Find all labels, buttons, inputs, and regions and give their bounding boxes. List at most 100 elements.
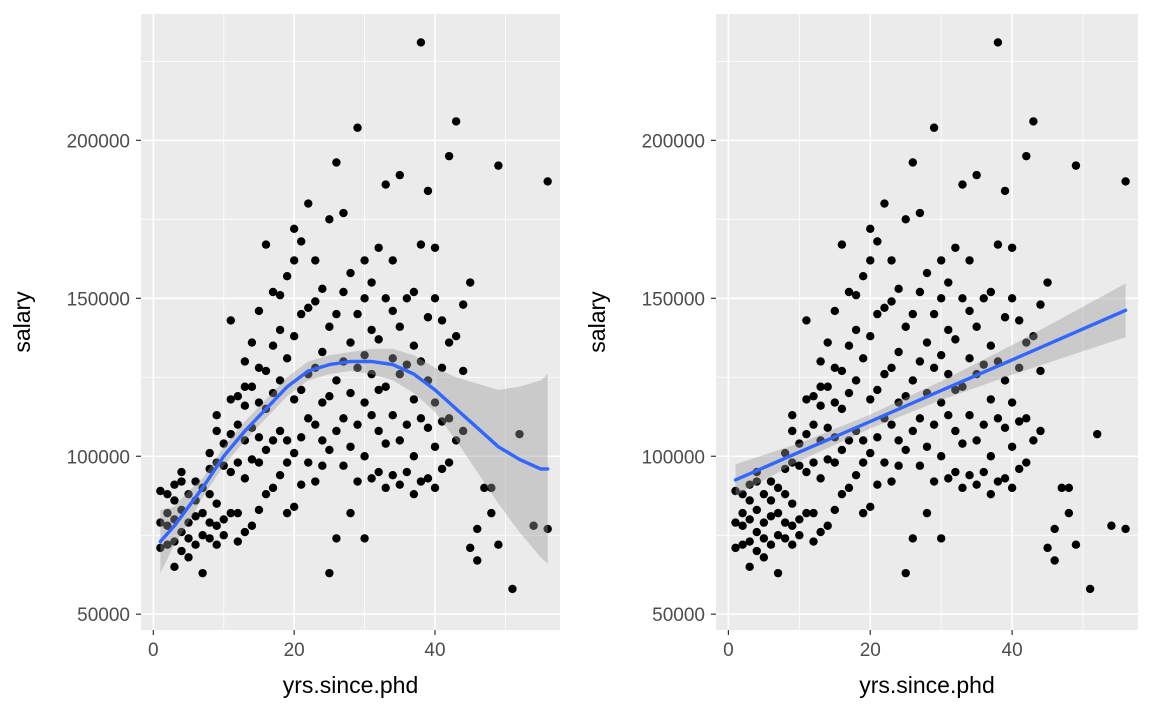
plot-background xyxy=(716,14,1138,630)
data-point xyxy=(816,527,825,537)
data-point xyxy=(1000,313,1010,322)
data-point xyxy=(802,429,811,439)
data-point xyxy=(381,180,390,189)
data-point xyxy=(416,477,426,486)
data-point xyxy=(1000,474,1010,483)
data-point xyxy=(894,284,903,294)
data-point xyxy=(1121,524,1130,534)
data-point xyxy=(444,458,454,467)
data-point xyxy=(802,395,811,404)
data-point xyxy=(275,376,285,385)
data-point xyxy=(311,297,320,306)
data-point xyxy=(332,534,341,543)
data-point xyxy=(388,256,397,265)
y-axis-title: salary xyxy=(9,291,35,353)
data-point xyxy=(887,420,896,429)
data-point xyxy=(325,445,334,455)
data-point xyxy=(986,452,996,461)
data-point xyxy=(993,38,1003,47)
data-point xyxy=(844,483,854,493)
data-point xyxy=(367,474,376,483)
data-point xyxy=(901,322,910,331)
data-point xyxy=(233,458,243,467)
data-point xyxy=(416,240,426,249)
data-point xyxy=(226,316,235,325)
data-point xyxy=(177,527,186,537)
confidence-band xyxy=(735,283,1126,496)
data-point xyxy=(944,474,953,483)
data-point xyxy=(374,467,383,477)
data-point xyxy=(1043,543,1052,553)
data-point xyxy=(788,410,797,420)
data-point xyxy=(1036,426,1045,436)
data-point xyxy=(738,540,747,549)
data-point xyxy=(268,341,278,350)
data-point xyxy=(766,496,776,505)
data-point xyxy=(177,477,186,486)
data-point xyxy=(515,429,524,439)
data-point xyxy=(986,287,996,297)
data-point xyxy=(795,531,804,540)
data-point xyxy=(858,354,868,363)
data-point xyxy=(965,354,974,363)
data-point xyxy=(494,540,503,549)
data-point xyxy=(444,338,454,347)
data-point xyxy=(170,480,179,489)
data-point xyxy=(444,151,454,161)
y-tick-label: 100000 xyxy=(642,447,705,468)
data-point xyxy=(388,306,397,316)
data-point xyxy=(304,458,313,467)
data-point xyxy=(416,414,426,423)
data-point xyxy=(409,341,419,350)
data-point xyxy=(915,461,925,470)
data-point xyxy=(944,325,953,335)
data-point xyxy=(731,486,740,496)
data-point xyxy=(480,483,489,493)
data-point xyxy=(487,508,496,518)
data-point xyxy=(163,521,172,530)
data-point xyxy=(802,316,811,325)
data-point xyxy=(395,170,404,180)
data-point xyxy=(866,332,875,341)
data-point xyxy=(816,357,825,366)
data-point xyxy=(367,278,376,287)
data-point xyxy=(444,414,454,423)
data-point xyxy=(752,505,761,515)
data-point xyxy=(759,534,769,543)
data-point xyxy=(325,392,334,401)
data-point xyxy=(205,489,214,499)
data-point xyxy=(773,508,783,518)
data-point xyxy=(901,568,910,578)
data-point xyxy=(318,347,327,357)
data-point xyxy=(437,464,447,474)
data-point xyxy=(543,524,552,534)
data-point xyxy=(759,489,769,499)
right-plot-panel: 0 20 40 50000 100000 150000 200000 yrs.since.ph… xyxy=(584,14,1138,698)
data-point xyxy=(837,366,847,376)
data-point xyxy=(908,426,918,436)
data-point xyxy=(929,420,939,429)
data-point xyxy=(325,322,334,331)
data-point xyxy=(880,303,889,312)
data-point xyxy=(1000,186,1010,196)
data-point xyxy=(289,256,299,265)
data-point xyxy=(851,471,861,480)
data-point xyxy=(929,363,939,373)
data-point xyxy=(332,376,341,385)
data-point xyxy=(423,186,433,196)
data-point xyxy=(1022,151,1031,161)
data-point xyxy=(752,527,761,537)
data-point xyxy=(289,448,299,458)
data-point xyxy=(788,521,797,530)
data-point xyxy=(773,531,783,540)
x-axis-title: yrs.since.phd xyxy=(283,672,419,698)
data-point xyxy=(809,392,818,401)
data-point xyxy=(346,268,355,278)
data-point xyxy=(830,306,839,316)
data-point xyxy=(944,410,953,420)
y-tick-label: 150000 xyxy=(67,289,130,310)
data-point xyxy=(979,467,988,477)
data-point xyxy=(858,436,868,445)
data-point xyxy=(844,287,854,297)
data-point xyxy=(894,436,903,445)
